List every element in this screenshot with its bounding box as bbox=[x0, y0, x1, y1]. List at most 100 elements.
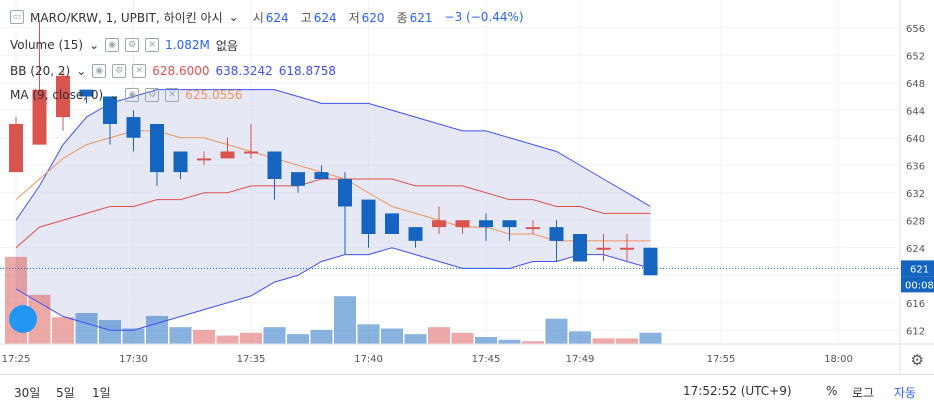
candle-body bbox=[9, 124, 23, 173]
ma-value: 625.0556 bbox=[185, 88, 243, 102]
candle-body bbox=[126, 117, 141, 138]
candle bbox=[573, 234, 587, 262]
volume-bar bbox=[310, 329, 333, 344]
candle bbox=[244, 124, 258, 159]
volume-bar bbox=[28, 294, 51, 344]
volume-bar bbox=[381, 328, 403, 344]
candle bbox=[526, 220, 540, 234]
price-tick-label: 612 bbox=[906, 326, 925, 337]
time-tick-label: 17:25 bbox=[2, 354, 31, 365]
volume-bar bbox=[169, 327, 192, 344]
candle-body bbox=[549, 227, 564, 241]
candle-body bbox=[455, 220, 470, 228]
candle bbox=[479, 213, 493, 241]
candle bbox=[220, 137, 235, 159]
tradingview-logo bbox=[9, 305, 37, 333]
eye-icon[interactable]: ◉ bbox=[125, 88, 140, 102]
bb-upper-line bbox=[15, 89, 651, 221]
volume-bar bbox=[193, 329, 215, 344]
candle-body bbox=[432, 220, 446, 228]
countdown-badge bbox=[901, 276, 934, 293]
close-icon[interactable]: ✕ bbox=[132, 64, 147, 78]
settings-gear-icon[interactable]: ⚙ bbox=[910, 351, 924, 369]
chart-canvas[interactable]: 612 616 620 624 628 632 636 640 644 648 652 656 621 0… bbox=[0, 0, 934, 374]
price-tick-label: 624 bbox=[906, 244, 925, 255]
candle bbox=[267, 151, 282, 200]
time-tick-label: 17:55 bbox=[707, 354, 736, 365]
candle bbox=[643, 247, 658, 276]
candle bbox=[502, 220, 517, 241]
chevron-down-icon[interactable]: ⌄ bbox=[109, 88, 120, 102]
volume-bar bbox=[75, 313, 98, 344]
volume-bar bbox=[545, 318, 568, 344]
candle-body bbox=[620, 247, 634, 250]
volume-bar bbox=[639, 332, 662, 344]
candle-body bbox=[103, 96, 117, 124]
volume-bar bbox=[451, 332, 474, 344]
volume-bar bbox=[334, 296, 356, 344]
candle-body bbox=[56, 75, 70, 118]
gear-icon[interactable]: ⚙ bbox=[145, 88, 160, 102]
volume-bar bbox=[569, 331, 591, 344]
candle bbox=[9, 117, 23, 173]
close-icon[interactable]: ✕ bbox=[165, 88, 180, 102]
volume-bar bbox=[240, 332, 262, 344]
eye-icon[interactable]: ◉ bbox=[92, 64, 107, 78]
ma-indicator-name: MA (9, close, 0) bbox=[10, 88, 104, 102]
chevron-down-icon[interactable]: ⌄ bbox=[89, 38, 100, 52]
volume-bar bbox=[404, 334, 427, 344]
collapse-icon[interactable]: ▭ bbox=[10, 10, 24, 24]
eye-icon[interactable]: ◉ bbox=[105, 38, 120, 52]
high-label: 고 bbox=[300, 10, 312, 25]
bb-band-fill bbox=[16, 89, 651, 331]
candle bbox=[197, 151, 211, 166]
candle bbox=[620, 234, 634, 262]
candle bbox=[314, 165, 329, 179]
chevron-down-icon[interactable]: ⌄ bbox=[76, 64, 87, 78]
percent-toggle[interactable]: % bbox=[826, 384, 838, 398]
candle bbox=[32, 20, 47, 145]
symbol-title: MARO/KRW, 1, UPBIT, 하이킨 아시 bbox=[30, 10, 223, 25]
open-value: 624 bbox=[265, 10, 289, 25]
time-tick-label: 17:35 bbox=[237, 354, 266, 365]
current-price-label: 621 bbox=[910, 264, 929, 275]
volume-bar bbox=[522, 341, 544, 344]
candle-body bbox=[291, 172, 305, 186]
auto-toggle[interactable]: 자동 bbox=[894, 386, 917, 400]
chevron-down-icon[interactable]: ⌄ bbox=[228, 10, 239, 24]
bb-indicator-name: BB (20, 2) bbox=[10, 64, 71, 78]
ma-line bbox=[15, 130, 651, 242]
range-1d-button[interactable]: 1일 bbox=[92, 386, 111, 400]
candle-body bbox=[385, 213, 399, 234]
range-5d-button[interactable]: 5일 bbox=[56, 386, 75, 400]
volume-bar bbox=[263, 327, 286, 344]
volume-bar bbox=[122, 328, 145, 344]
gear-icon[interactable]: ⚙ bbox=[112, 64, 127, 78]
time-tick-label: 17:45 bbox=[472, 354, 501, 365]
candle bbox=[291, 172, 305, 193]
bb-lower-value: 618.8758 bbox=[278, 64, 337, 78]
close-icon[interactable]: ✕ bbox=[145, 38, 160, 52]
candle bbox=[385, 213, 399, 234]
gear-icon[interactable]: ⚙ bbox=[125, 38, 140, 52]
countdown-label: 00:08 bbox=[905, 280, 934, 291]
price-tick-label: 640 bbox=[906, 134, 925, 145]
candle-body bbox=[197, 158, 211, 161]
legend-symbol-row: ▭ MARO/KRW, 1, UPBIT, 하이킨 아시 ⌄ 시 624 고 624… bbox=[10, 8, 530, 26]
candle bbox=[596, 234, 611, 262]
candle-body bbox=[573, 234, 587, 262]
log-toggle[interactable]: 로그 bbox=[852, 386, 875, 400]
candle-body bbox=[408, 227, 423, 241]
price-tick-label: 632 bbox=[906, 189, 925, 200]
close-label: 종 bbox=[396, 10, 408, 25]
range-30d-button[interactable]: 30일 bbox=[14, 386, 41, 400]
candle-body bbox=[502, 220, 517, 228]
close-value: 621 bbox=[409, 10, 433, 25]
legend-ma-row: MA (9, close, 0) ⌄ ◉ ⚙ ✕ 625.0556 bbox=[10, 86, 249, 104]
bb-basis-value: 628.6000 bbox=[152, 64, 210, 78]
candle-body bbox=[32, 89, 47, 145]
low-value: 620 bbox=[361, 10, 385, 25]
candle-body bbox=[596, 247, 611, 250]
volume-bar bbox=[428, 327, 450, 344]
volume-value: 1.082M bbox=[165, 38, 210, 52]
